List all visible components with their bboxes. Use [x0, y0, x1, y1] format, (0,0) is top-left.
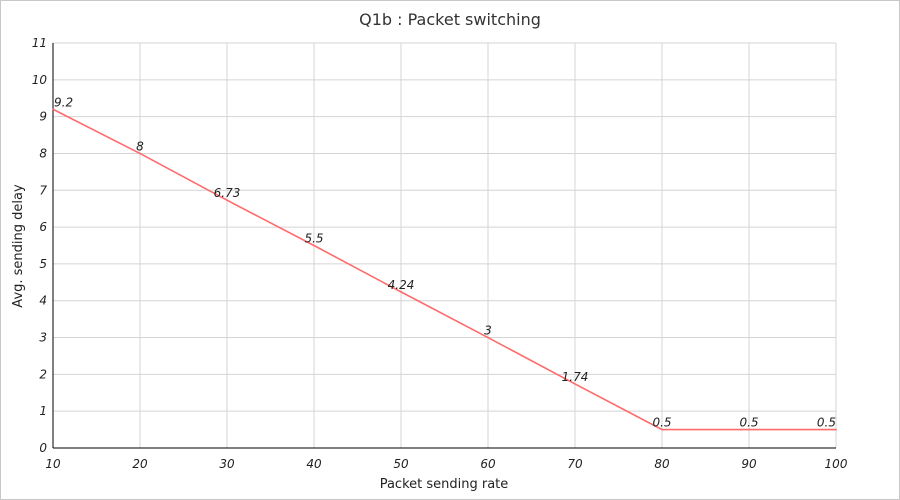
grid-lines — [52, 42, 837, 449]
data-point — [313, 244, 315, 247]
data-label: 0.5 — [652, 416, 671, 430]
y-tick-label: 7 — [39, 183, 47, 197]
x-tick-label: 100 — [825, 457, 848, 471]
y-tick-label: 9 — [39, 110, 47, 124]
data-point — [574, 383, 576, 385]
y-tick-label: 4 — [39, 294, 47, 308]
data-point — [661, 428, 663, 431]
chart-title: Q1b : Packet switching — [359, 10, 541, 29]
x-tick-label: 70 — [567, 457, 583, 471]
y-tick-label: 11 — [32, 36, 47, 50]
x-tick-label: 90 — [741, 457, 757, 471]
data-point — [226, 199, 228, 202]
y-axis-title: Avg. sending delay — [11, 184, 26, 308]
y-tick-label: 6 — [39, 220, 47, 234]
y-tick-label: 8 — [39, 146, 47, 160]
tick-labels: 10 20 30 40 50 60 70 80 90 100 0 1 2 3 4 5 6 7 8 9 10 11 — [32, 36, 848, 471]
series-line — [52, 108, 836, 431]
data-point — [835, 428, 837, 431]
data-label: 4.24 — [388, 278, 415, 292]
data-point — [139, 152, 141, 155]
x-tick-label: 20 — [132, 457, 148, 471]
y-tick-label: 2 — [39, 367, 47, 381]
y-tick-label: 1 — [39, 404, 47, 418]
data-labels: 9.2 8 6.73 5.5 4.24 3 1.74 0.5 0.5 0.5 — [54, 95, 836, 429]
data-label: 3 — [484, 324, 492, 338]
y-tick-label: 0 — [39, 441, 47, 455]
x-tick-label: 40 — [306, 457, 322, 471]
series-layer — [52, 108, 837, 431]
data-label: 0.5 — [739, 416, 758, 430]
data-point — [487, 336, 489, 339]
x-tick-label: 80 — [654, 457, 670, 471]
x-axis-title: Packet sending rate — [380, 477, 509, 492]
data-point — [52, 108, 54, 111]
data-label: 1.74 — [562, 370, 589, 384]
data-label: 9.2 — [54, 95, 73, 109]
data-point — [400, 291, 402, 293]
y-tick-label: 10 — [32, 73, 48, 87]
axes — [52, 43, 836, 449]
y-tick-label: 3 — [39, 331, 47, 345]
x-tick-label: 50 — [393, 457, 409, 471]
x-tick-label: 60 — [480, 457, 496, 471]
data-label: 0.5 — [817, 416, 836, 430]
data-label: 6.73 — [214, 186, 241, 200]
data-label: 8 — [136, 139, 144, 153]
x-tick-label: 30 — [219, 457, 235, 471]
y-tick-label: 5 — [39, 257, 47, 271]
data-label: 5.5 — [304, 232, 323, 246]
data-point — [748, 428, 750, 431]
x-tick-label: 10 — [45, 457, 61, 471]
